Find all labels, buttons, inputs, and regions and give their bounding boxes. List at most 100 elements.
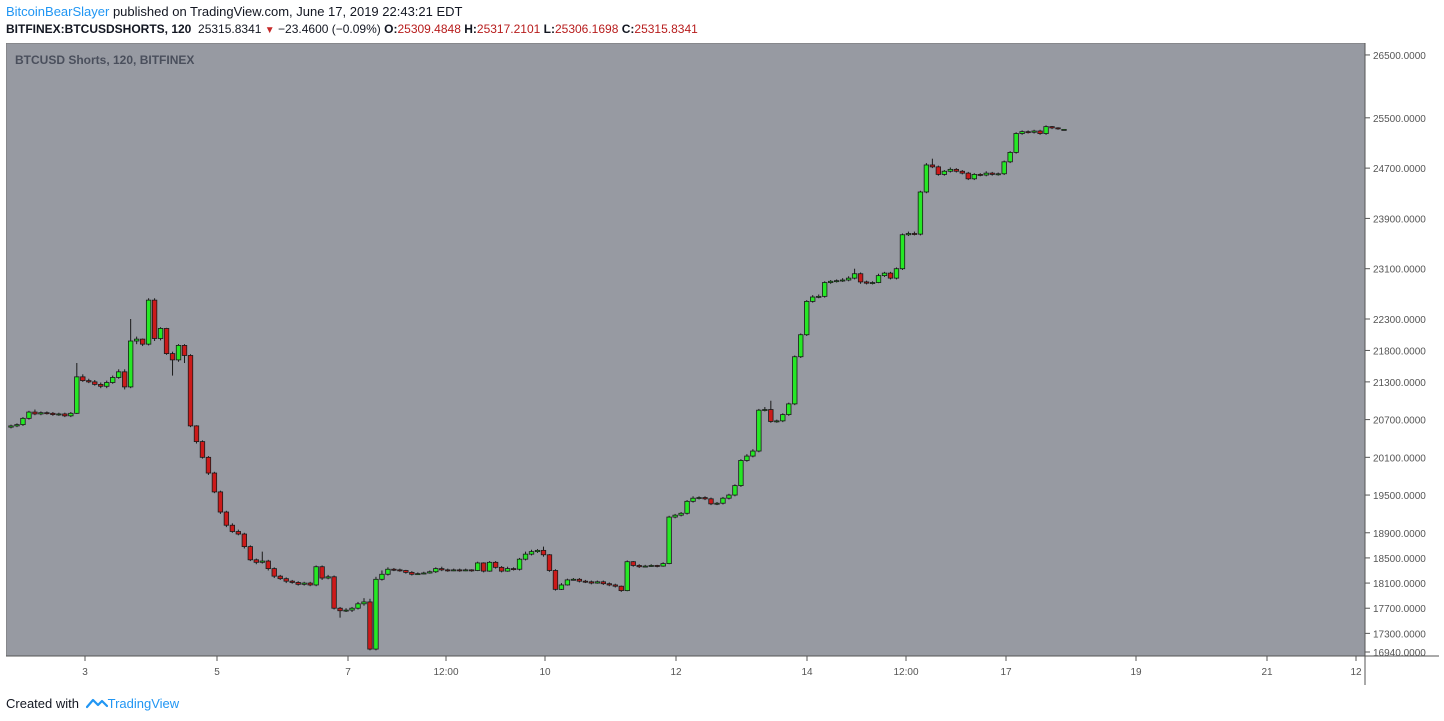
candle <box>205 456 212 475</box>
candle <box>469 569 475 572</box>
candle-body-up <box>433 568 439 573</box>
down-arrow-icon: ▼ <box>264 25 275 36</box>
candle <box>576 578 583 583</box>
candle <box>630 561 636 567</box>
candle <box>989 171 995 176</box>
candle <box>822 281 828 298</box>
candle-body-up <box>361 601 367 605</box>
time-axis[interactable] <box>6 656 1365 685</box>
candle-body-up <box>427 571 433 574</box>
candle-body-up <box>486 561 493 572</box>
candle <box>433 567 439 574</box>
candle-body-down <box>588 581 594 584</box>
candle <box>229 523 236 533</box>
candle <box>857 272 864 284</box>
candle <box>391 567 397 572</box>
candle-body-down <box>959 170 965 174</box>
candle-body-up <box>941 170 947 175</box>
candle-body-up <box>373 578 379 650</box>
candle <box>122 369 128 390</box>
candle-body-down <box>277 575 283 580</box>
candle <box>768 400 774 423</box>
candlestick-chart[interactable]: BTCUSD Shorts, 120, BITFINEX 26500.00002… <box>5 42 1439 685</box>
candle <box>1061 128 1067 131</box>
candle-body-up <box>720 497 726 504</box>
price-change: −23.4600 (−0.09%) <box>278 22 381 36</box>
y-tick-label: 26500.0000 <box>1373 51 1426 62</box>
candle-body-down <box>618 585 624 592</box>
candle <box>409 571 415 576</box>
y-tick-label: 21800.0000 <box>1373 346 1426 357</box>
candle-body-up <box>74 376 80 414</box>
candle-body-down <box>151 299 158 339</box>
candle <box>92 379 98 386</box>
candle-body-down <box>44 412 50 415</box>
candle-body-up <box>881 272 888 277</box>
tradingview-brand-link[interactable]: TradingView <box>107 696 180 711</box>
candle-body-down <box>62 413 68 417</box>
x-tick-label: 12 <box>1350 667 1362 678</box>
y-tick-label: 20700.0000 <box>1373 416 1426 427</box>
y-tick-label: 17300.0000 <box>1373 629 1426 640</box>
candle-body-up <box>104 382 110 387</box>
candle <box>421 571 427 575</box>
candle <box>534 549 541 553</box>
candle <box>337 606 343 618</box>
candle <box>415 572 421 576</box>
candle-body-down <box>1049 126 1055 129</box>
candle <box>8 424 14 429</box>
candle-body-down <box>977 174 983 176</box>
candle <box>774 419 780 423</box>
candle <box>648 564 654 567</box>
x-tick-label: 12:00 <box>893 667 918 678</box>
price-axis[interactable] <box>1365 43 1439 685</box>
candle <box>762 407 768 412</box>
candle <box>600 580 606 585</box>
candle-body-down <box>409 571 415 575</box>
author-link[interactable]: BitcoinBearSlayer <box>6 4 110 19</box>
y-tick-label: 23900.0000 <box>1373 214 1426 225</box>
candle <box>893 267 900 280</box>
candle <box>528 549 535 556</box>
candle-body-down <box>630 561 636 566</box>
candle <box>744 454 750 462</box>
tradingview-logo-icon[interactable] <box>85 697 108 709</box>
candle-body-down <box>181 345 188 356</box>
candle-body-up <box>905 233 912 236</box>
candle-body-up <box>558 584 565 590</box>
last-price: 25315.8341 <box>198 22 262 36</box>
x-tick-label: 21 <box>1261 667 1273 678</box>
chart-container[interactable]: BTCUSD Shorts, 120, BITFINEX 26500.0000 2… <box>5 42 1439 685</box>
high-label: H: <box>464 22 477 36</box>
candle-body-down <box>498 566 505 572</box>
candle-body-up <box>534 549 541 553</box>
candle <box>798 333 804 358</box>
y-tick-label: 25500.0000 <box>1373 114 1426 125</box>
candle-body-down <box>540 549 547 556</box>
candle <box>385 567 391 576</box>
candle <box>1037 129 1043 135</box>
candle-body-up <box>834 280 840 283</box>
candle <box>175 344 182 362</box>
candle-body-down <box>253 559 259 563</box>
candle <box>253 558 259 565</box>
candle <box>947 167 953 173</box>
candle-body-down <box>139 338 146 345</box>
candle-body-down <box>1037 130 1043 134</box>
candle-body-down <box>935 166 942 175</box>
publish-line: BitcoinBearSlayer published on TradingVi… <box>6 4 463 19</box>
candle <box>905 231 912 237</box>
candle-body-up <box>624 561 630 592</box>
candle-body-up <box>780 414 786 422</box>
x-tick-label: 7 <box>345 667 351 678</box>
y-tick-label: 19500.0000 <box>1373 491 1426 502</box>
candle <box>917 190 924 236</box>
candle <box>953 168 959 173</box>
candle-body-up <box>1007 151 1013 163</box>
candle-body-down <box>307 582 313 586</box>
candle <box>851 268 858 280</box>
plot-area[interactable] <box>5 42 1366 657</box>
candle <box>708 497 714 506</box>
candle <box>187 354 194 428</box>
candle <box>223 510 230 528</box>
